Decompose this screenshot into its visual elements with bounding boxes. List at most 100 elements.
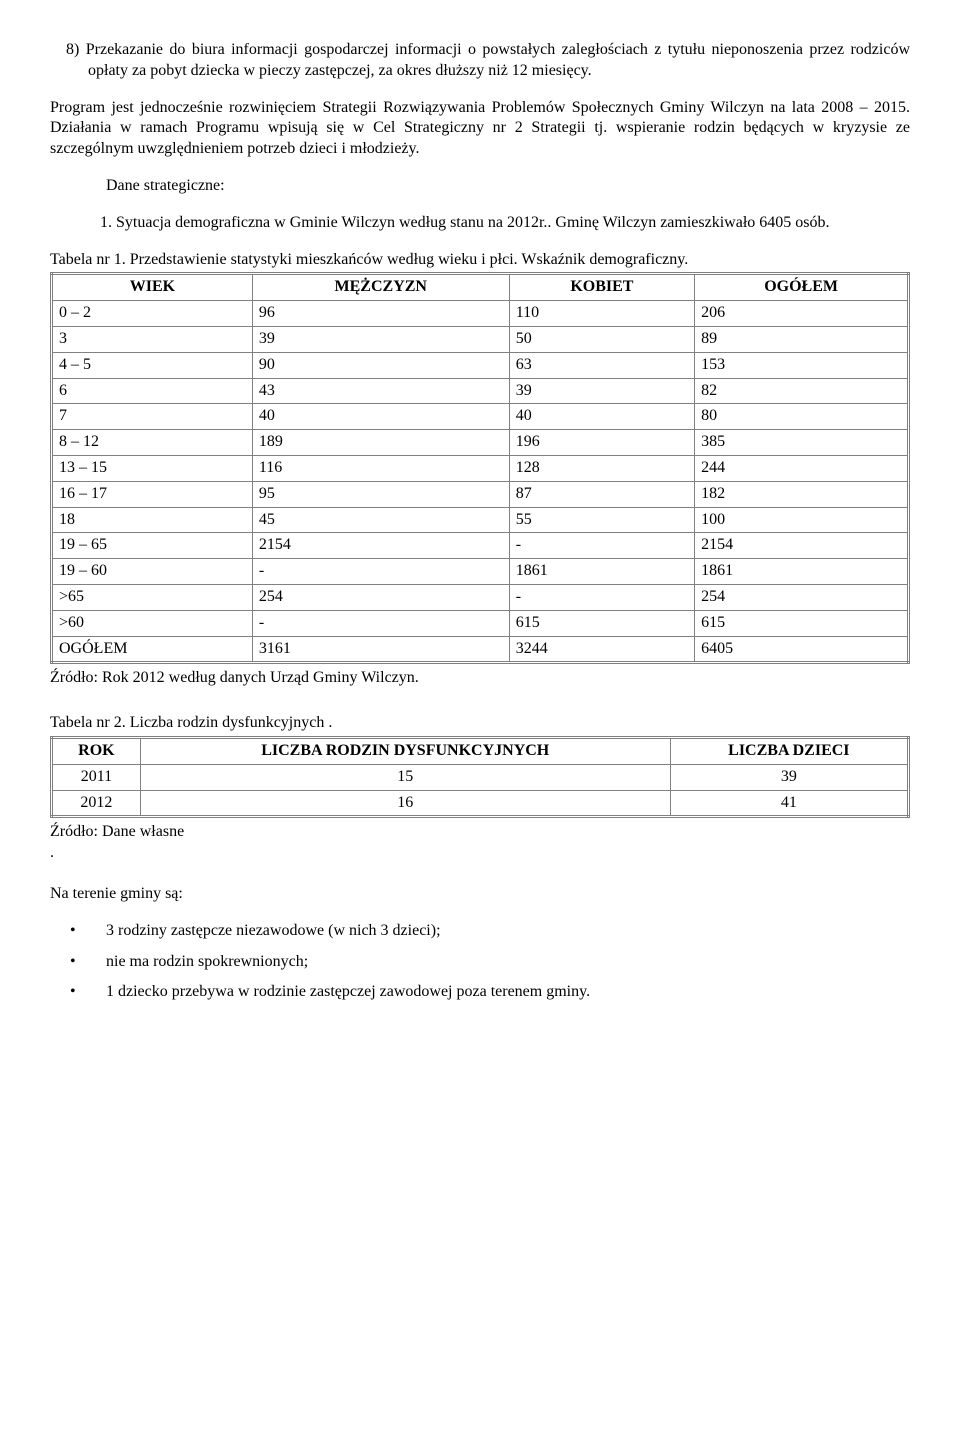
td: 128 bbox=[509, 455, 694, 481]
table-header-row: WIEK MĘŻCZYZN KOBIET OGÓŁEM bbox=[52, 274, 909, 301]
td: 39 bbox=[252, 326, 509, 352]
table-row: 20121641 bbox=[52, 790, 909, 817]
table-row: 13 – 15116128244 bbox=[52, 455, 909, 481]
num-text: Sytuacja demograficzna w Gminie Wilczyn … bbox=[116, 214, 830, 231]
td: 18 bbox=[52, 507, 253, 533]
td: >65 bbox=[52, 584, 253, 610]
table-row: 19 – 652154-2154 bbox=[52, 533, 909, 559]
td: 100 bbox=[695, 507, 909, 533]
td: 43 bbox=[252, 378, 509, 404]
th: LICZBA RODZIN DYSFUNKCYJNYCH bbox=[140, 737, 670, 764]
td: 87 bbox=[509, 481, 694, 507]
th: OGÓŁEM bbox=[695, 274, 909, 301]
table1: WIEK MĘŻCZYZN KOBIET OGÓŁEM 0 – 29611020… bbox=[50, 272, 910, 664]
td: 4 – 5 bbox=[52, 352, 253, 378]
bullet-item: nie ma rodzin spokrewnionych; bbox=[50, 952, 910, 973]
td: 254 bbox=[252, 584, 509, 610]
td: 153 bbox=[695, 352, 909, 378]
table1-caption: Tabela nr 1. Przedstawienie statystyki m… bbox=[50, 250, 910, 271]
table-row: 3395089 bbox=[52, 326, 909, 352]
td: 254 bbox=[695, 584, 909, 610]
table1-source: Źródło: Rok 2012 według danych Urząd Gmi… bbox=[50, 668, 910, 689]
td: 95 bbox=[252, 481, 509, 507]
td: 3244 bbox=[509, 636, 694, 663]
para-text: Przekazanie do biura informacji gospodar… bbox=[86, 41, 910, 79]
bullet-item: 1 dziecko przebywa w rodzinie zastępczej… bbox=[50, 982, 910, 1003]
table-row: 0 – 296110206 bbox=[52, 301, 909, 327]
td: 2154 bbox=[252, 533, 509, 559]
bullet-text: 3 rodziny zastępcze niezawodowe (w nich … bbox=[106, 922, 441, 939]
table-row: 16 – 179587182 bbox=[52, 481, 909, 507]
td: 196 bbox=[509, 430, 694, 456]
bullet-item: 3 rodziny zastępcze niezawodowe (w nich … bbox=[50, 921, 910, 942]
td: 63 bbox=[509, 352, 694, 378]
table-row: 6433982 bbox=[52, 378, 909, 404]
th: KOBIET bbox=[509, 274, 694, 301]
td: 80 bbox=[695, 404, 909, 430]
td: 615 bbox=[509, 610, 694, 636]
th: ROK bbox=[52, 737, 141, 764]
paragraph: Na terenie gminy są: bbox=[50, 884, 910, 905]
th: LICZBA DZIECI bbox=[670, 737, 908, 764]
td: 3 bbox=[52, 326, 253, 352]
td: 15 bbox=[140, 764, 670, 790]
td: 2011 bbox=[52, 764, 141, 790]
td: 206 bbox=[695, 301, 909, 327]
td: 615 bbox=[695, 610, 909, 636]
td: 8 – 12 bbox=[52, 430, 253, 456]
th: WIEK bbox=[52, 274, 253, 301]
td: - bbox=[509, 533, 694, 559]
td: 16 – 17 bbox=[52, 481, 253, 507]
label: Dane strategiczne: bbox=[50, 176, 910, 197]
paragraph: Program jest jednocześnie rozwinięciem S… bbox=[50, 98, 910, 160]
td: 2154 bbox=[695, 533, 909, 559]
td: 189 bbox=[252, 430, 509, 456]
td: - bbox=[509, 584, 694, 610]
td: 244 bbox=[695, 455, 909, 481]
td: - bbox=[252, 610, 509, 636]
td: >60 bbox=[52, 610, 253, 636]
bullet-text: 1 dziecko przebywa w rodzinie zastępczej… bbox=[106, 983, 590, 1000]
td: OGÓŁEM bbox=[52, 636, 253, 663]
list-item-8: 8) Przekazanie do biura informacji gospo… bbox=[50, 40, 910, 82]
td: 41 bbox=[670, 790, 908, 817]
th: MĘŻCZYZN bbox=[252, 274, 509, 301]
td: 116 bbox=[252, 455, 509, 481]
td: 1861 bbox=[695, 559, 909, 585]
table-row: OGÓŁEM316132446405 bbox=[52, 636, 909, 663]
bullet-text: nie ma rodzin spokrewnionych; bbox=[106, 953, 308, 970]
td: 6405 bbox=[695, 636, 909, 663]
td: 55 bbox=[509, 507, 694, 533]
td: 0 – 2 bbox=[52, 301, 253, 327]
table-row: >65254-254 bbox=[52, 584, 909, 610]
table-row: 7404080 bbox=[52, 404, 909, 430]
td: 110 bbox=[509, 301, 694, 327]
td: 96 bbox=[252, 301, 509, 327]
table-row: 184555100 bbox=[52, 507, 909, 533]
dot: . bbox=[50, 843, 910, 864]
list-num: 8) bbox=[66, 41, 79, 58]
td: 40 bbox=[252, 404, 509, 430]
table-header-row: ROK LICZBA RODZIN DYSFUNKCYJNYCH LICZBA … bbox=[52, 737, 909, 764]
num: 1. bbox=[100, 214, 112, 231]
td: 19 – 60 bbox=[52, 559, 253, 585]
td: 3161 bbox=[252, 636, 509, 663]
td: 40 bbox=[509, 404, 694, 430]
table2-source: Źródło: Dane własne bbox=[50, 822, 910, 843]
td: 1861 bbox=[509, 559, 694, 585]
table2: ROK LICZBA RODZIN DYSFUNKCYJNYCH LICZBA … bbox=[50, 736, 910, 818]
td: 6 bbox=[52, 378, 253, 404]
table2-caption: Tabela nr 2. Liczba rodzin dysfunkcyjnyc… bbox=[50, 713, 910, 734]
numbered-item-1: 1. Sytuacja demograficzna w Gminie Wilcz… bbox=[50, 213, 910, 234]
td: 182 bbox=[695, 481, 909, 507]
table-row: >60-615615 bbox=[52, 610, 909, 636]
table-row: 8 – 12189196385 bbox=[52, 430, 909, 456]
table-row: 4 – 59063153 bbox=[52, 352, 909, 378]
td: 45 bbox=[252, 507, 509, 533]
td: 16 bbox=[140, 790, 670, 817]
td: 13 – 15 bbox=[52, 455, 253, 481]
td: 82 bbox=[695, 378, 909, 404]
td: 90 bbox=[252, 352, 509, 378]
td: 7 bbox=[52, 404, 253, 430]
td: - bbox=[252, 559, 509, 585]
